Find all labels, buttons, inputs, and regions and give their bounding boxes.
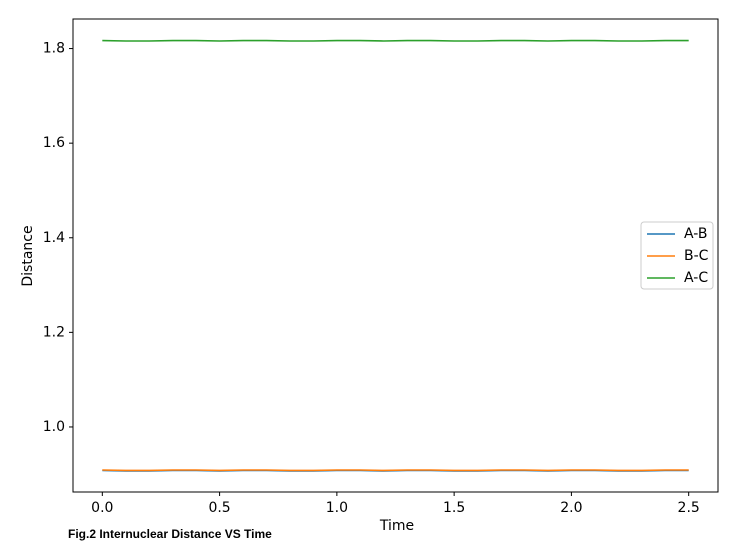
x-tick-label: 0.0: [91, 500, 113, 516]
y-tick-label: 1.2: [43, 324, 65, 340]
y-axis-label: Distance: [20, 225, 36, 286]
x-tick-label: 0.5: [208, 500, 230, 516]
plot-frame: [72, 18, 719, 493]
x-tick-label: 1.5: [443, 500, 465, 516]
x-tick-label: 2.5: [678, 500, 700, 516]
x-tick-label: 1.0: [326, 500, 348, 516]
y-tick-label: 1.6: [43, 135, 65, 151]
x-axis-label: Time: [379, 518, 414, 534]
y-tick-label: 1.4: [43, 230, 65, 246]
legend-label: A-C: [684, 270, 708, 286]
y-tick-label: 1.0: [43, 419, 65, 435]
x-tick-label: 2.0: [560, 500, 582, 516]
y-tick-label: 1.8: [43, 41, 65, 57]
caption: Fig.2 Internuclear Distance VS Time: [68, 527, 272, 541]
legend-label: A-B: [684, 226, 707, 242]
legend-label: B-C: [684, 248, 709, 264]
legend-frame: [640, 221, 714, 290]
